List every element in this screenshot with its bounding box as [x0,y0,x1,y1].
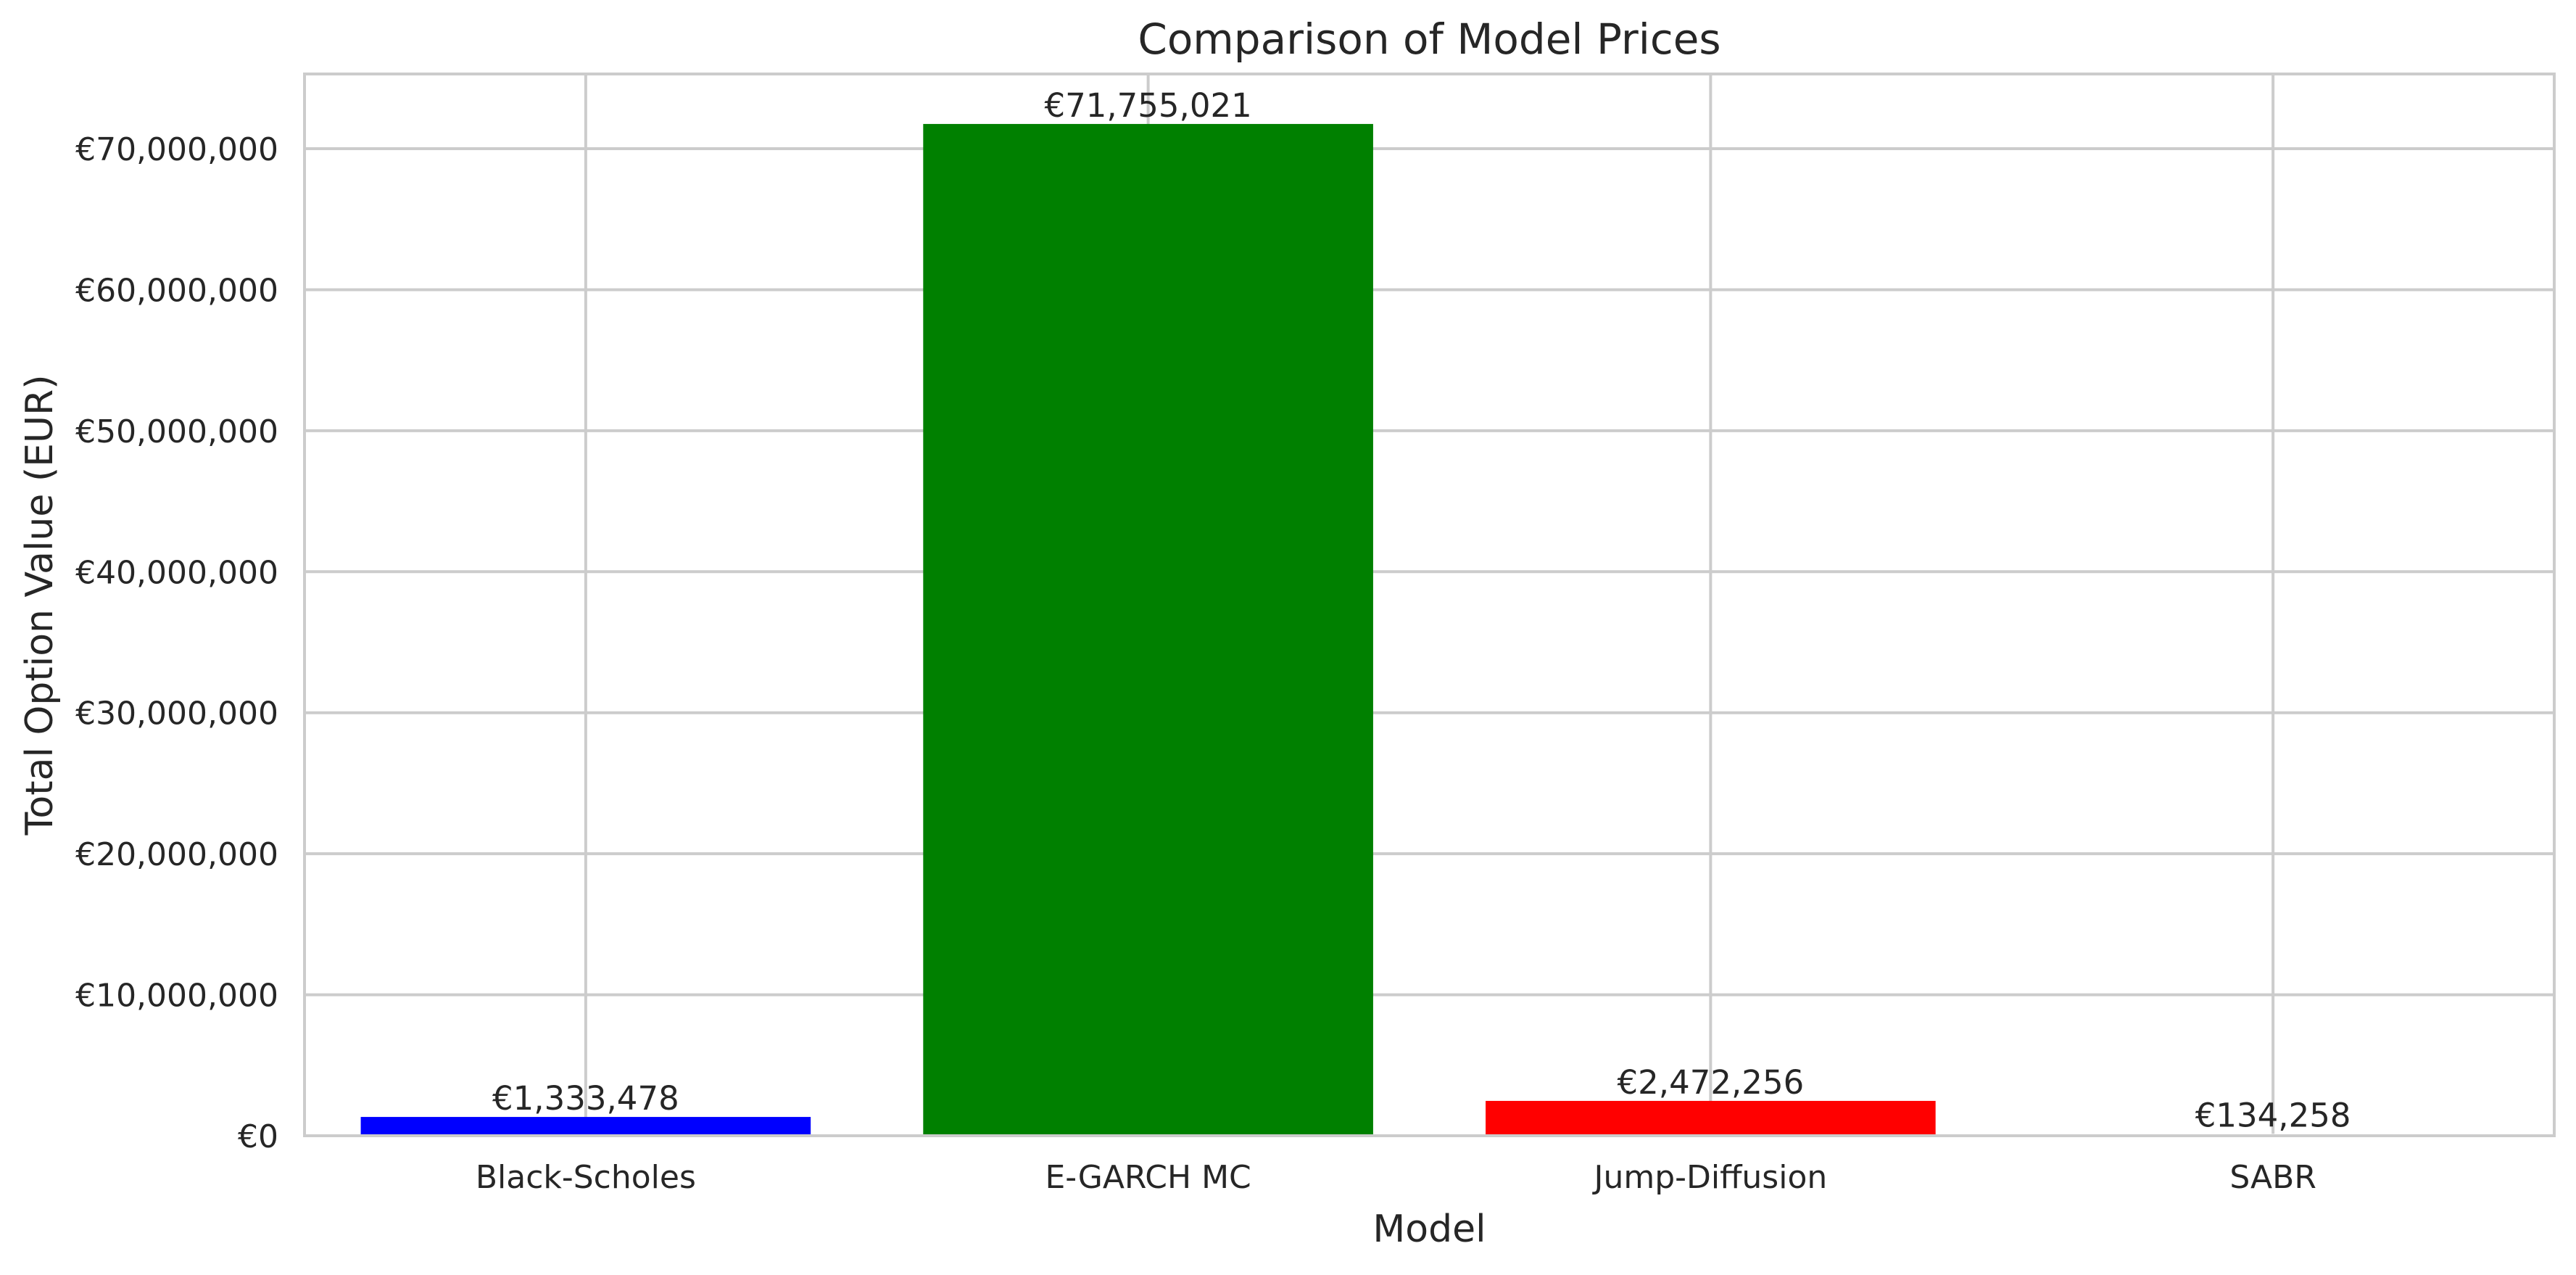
y-axis-label: Total Option Value (EUR) [18,375,62,836]
bar-black-scholes [360,1117,811,1136]
y-tick-label: €50,000,000 [75,413,278,450]
data-label: €71,755,021 [1044,86,1251,125]
y-tick-label: €20,000,000 [75,836,278,873]
x-tick-label: E-GARCH MC [1045,1159,1251,1196]
y-tick-label: €60,000,000 [75,272,278,309]
y-tick-labels: €0 €10,000,000 €20,000,000 €30,000,000 €40,0… [75,131,278,1155]
y-tick-label: €10,000,000 [75,978,278,1015]
y-tick-label: €0 [238,1118,278,1155]
data-label: €2,472,256 [1618,1063,1805,1102]
x-tick-label: Jump-Diffusion [1591,1159,1827,1196]
y-tick-label: €40,000,000 [75,554,278,591]
bars [360,123,2498,1136]
bar-jump-diffusion [1486,1100,1936,1136]
y-tick-label: €30,000,000 [75,696,278,733]
x-tick-label: Black-Scholes [476,1159,696,1196]
x-axis-label: Model [1372,1208,1486,1251]
plot-frame [303,73,2556,1137]
plot-background [305,74,2554,1136]
data-label: €134,258 [2195,1096,2351,1134]
chart-title: Comparison of Model Prices [1138,15,1720,64]
y-tick-label: €70,000,000 [75,131,278,168]
data-label: €1,333,478 [492,1079,679,1118]
x-tick-labels: Black-Scholes E-GARCH MC Jump-Diffusion SAB… [476,1159,2316,1196]
x-tick-label: SABR [2229,1159,2316,1196]
grid-lines [305,74,2554,1137]
bar-e-garch-mc [923,123,1373,1136]
data-labels: €1,333,478 €71,755,021 €2,472,256 €134,258 [492,86,2351,1134]
